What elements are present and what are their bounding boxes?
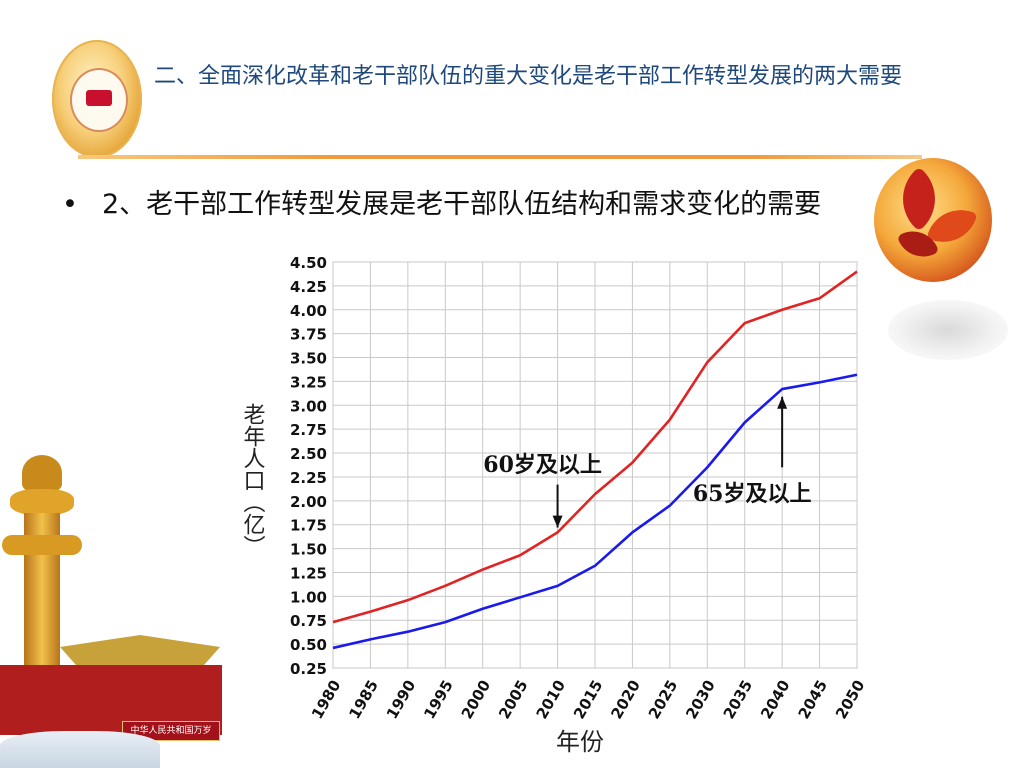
leaves-shadow	[888, 300, 1008, 360]
party-emblem-logo	[52, 40, 142, 158]
bullet-text: 2、老干部工作转型发展是老干部队伍结构和需求变化的需要	[102, 189, 822, 220]
tiananmen-gate-icon: 中华人民共和国万岁	[0, 635, 222, 768]
pillar-cap	[10, 489, 74, 515]
y-tick-label: 4.00	[290, 302, 327, 320]
x-tick-label: 2010	[533, 677, 569, 722]
party-emblem-icon	[70, 68, 128, 132]
y-tick-label: 1.25	[290, 564, 327, 582]
y-tick-label: 1.75	[290, 517, 327, 535]
y-tick-labels: 0.25 0.50 0.75 1.00 1.25 1.50 1.75 2.00 2.25 2.50…	[290, 254, 327, 678]
x-tick-label: 2050	[832, 677, 868, 722]
y-tick-label: 0.25	[290, 660, 327, 678]
bullet-item: • 2、老干部工作转型发展是老干部队伍结构和需求变化的需要	[62, 186, 942, 224]
x-tick-labels: 1980 1985 1990 1995 2000 2005 2010 2015 2020 2025…	[308, 677, 868, 722]
x-tick-label: 1990	[383, 677, 419, 722]
maple-leaves-icon	[874, 158, 992, 282]
annotations: 60岁及以上 65岁及以上	[483, 396, 812, 528]
y-tick-label: 4.50	[290, 254, 327, 272]
pillar-cloud-board	[2, 535, 82, 555]
x-tick-label: 1980	[308, 677, 344, 722]
y-tick-label: 1.00	[290, 588, 327, 606]
x-tick-label: 1985	[345, 677, 381, 722]
y-tick-label: 2.00	[290, 493, 327, 511]
y-tick-label: 2.75	[290, 421, 327, 439]
x-tick-label: 1995	[420, 677, 456, 722]
x-tick-label: 2000	[458, 677, 494, 722]
y-tick-label: 0.50	[290, 636, 327, 654]
series-lines	[332, 270, 858, 650]
y-tick-label: 3.25	[290, 373, 327, 391]
y-tick-label: 3.00	[290, 397, 327, 415]
x-tick-label: 2025	[645, 677, 681, 722]
gate-roof	[60, 635, 220, 665]
y-axis-label: 老年人口（亿）	[240, 403, 266, 557]
series-line-2	[332, 373, 858, 650]
x-tick-label: 2035	[720, 677, 756, 722]
y-tick-label: 2.25	[290, 469, 327, 487]
annotation-arrow-head	[777, 396, 788, 409]
x-tick-label: 2005	[495, 677, 531, 722]
y-tick-label: 3.50	[290, 350, 327, 368]
gate-fountain	[0, 731, 160, 768]
annotation-label-2: 65岁及以上	[693, 481, 812, 507]
x-tick-label: 2020	[607, 677, 643, 722]
annotation-arrow-head	[552, 515, 563, 528]
bullet-marker: •	[62, 189, 78, 220]
series-line-1	[332, 270, 858, 624]
y-tick-label: 1.50	[290, 541, 327, 559]
population-line-chart: 0.25 0.50 0.75 1.00 1.25 1.50 1.75 2.00 2.25 2.50…	[240, 254, 869, 756]
annotation-label-1: 60岁及以上	[483, 452, 602, 478]
x-axis-label: 年份	[556, 728, 604, 756]
y-tick-label: 4.25	[290, 278, 327, 296]
y-tick-label: 0.75	[290, 612, 327, 630]
slide-title: 二、全面深化改革和老干部队伍的重大变化是老干部工作转型发展的两大需要	[154, 64, 903, 89]
x-tick-label: 2030	[682, 677, 718, 722]
x-tick-label: 2045	[795, 677, 831, 722]
y-tick-label: 2.50	[290, 445, 327, 463]
y-tick-label: 3.75	[290, 326, 327, 344]
x-tick-label: 2015	[570, 677, 606, 722]
title-divider	[78, 155, 922, 159]
x-tick-label: 2040	[757, 677, 793, 722]
pillar-lion	[22, 455, 62, 491]
